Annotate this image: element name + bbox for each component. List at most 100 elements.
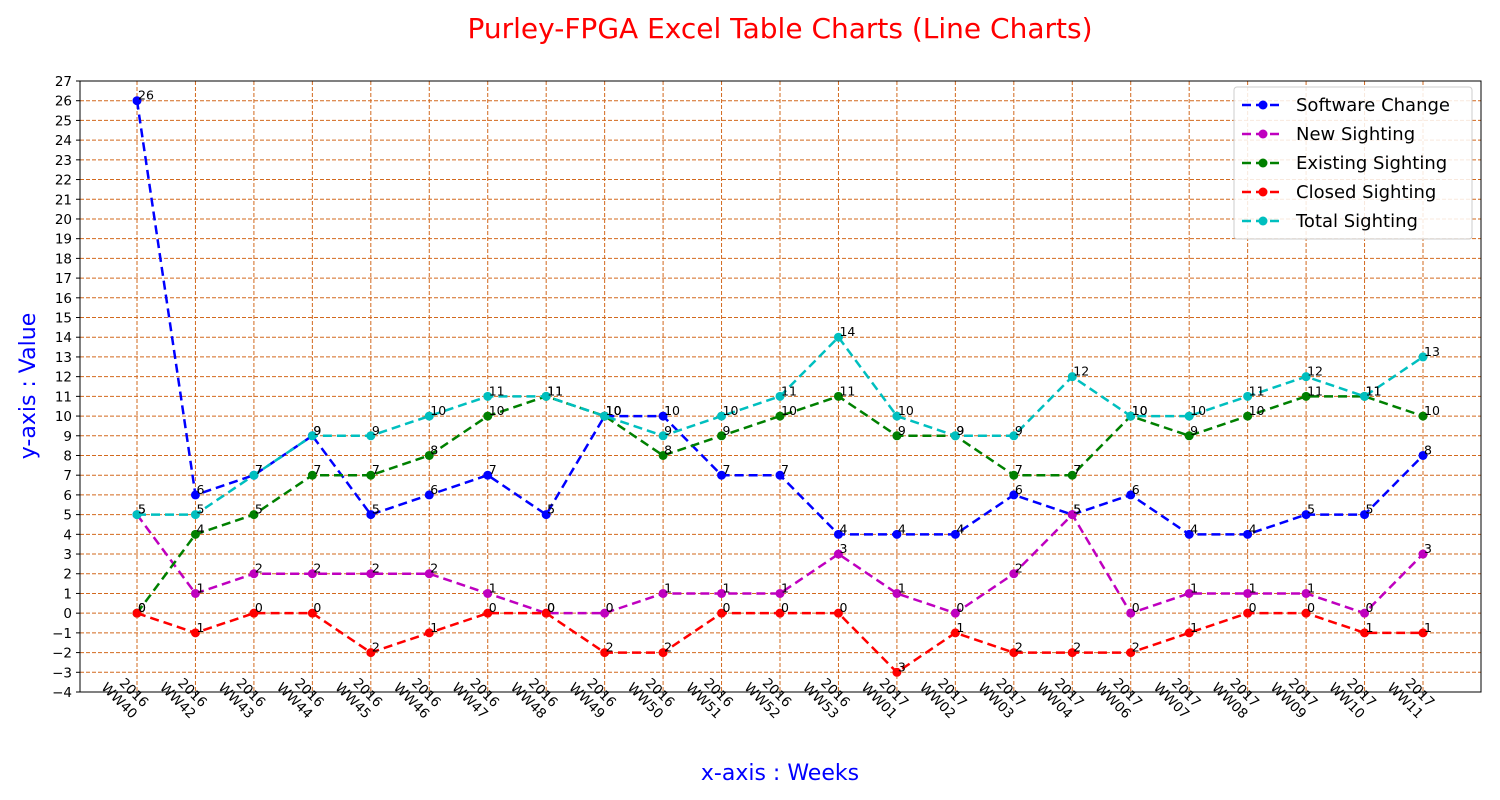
y-axis-label: y-axis : Value: [16, 313, 41, 459]
y-tick-label: 11: [55, 389, 72, 405]
x-tick-label: 2017WW06: [1092, 668, 1146, 722]
data-point-new-sighting: [190, 588, 200, 598]
data-point-total-sighting: [249, 470, 259, 480]
data-label-existing-sighting: 9: [723, 423, 731, 438]
data-point-total-sighting: [1067, 372, 1077, 382]
data-point-new-sighting: [483, 588, 493, 598]
data-label-closed-sighting: 0: [839, 600, 847, 615]
data-point-total-sighting: [366, 431, 376, 441]
y-tick-label: 22: [55, 173, 72, 189]
data-label-new-sighting: 0: [1366, 600, 1374, 615]
data-point-total-sighting: [1184, 411, 1194, 421]
data-point-existing-sighting: [833, 391, 843, 401]
data-point-total-sighting: [307, 431, 317, 441]
data-label-closed-sighting: 1: [1424, 620, 1432, 635]
data-point-closed-sighting: [1301, 608, 1311, 618]
x-axis-label: x-axis : Weeks: [701, 761, 859, 786]
data-point-total-sighting: [892, 411, 902, 421]
y-tick-label: 25: [55, 113, 72, 129]
data-label-new-sighting: 2: [1015, 561, 1023, 576]
data-point-closed-sighting: [1360, 628, 1370, 638]
data-point-closed-sighting: [950, 628, 960, 638]
x-tick-label: 2017WW04: [1033, 668, 1087, 722]
legend: Software Change New Sighting Existing Sigh…: [1233, 86, 1473, 240]
data-label-total-sighting: 11: [781, 383, 797, 398]
data-point-total-sighting: [600, 411, 610, 421]
x-tick-label: 2016WW53: [799, 668, 853, 722]
data-label-existing-sighting: 4: [196, 521, 204, 536]
data-label-closed-sighting: 1: [430, 620, 438, 635]
legend-entry-existing-sighting: Existing Sighting: [1296, 153, 1447, 174]
y-tick-label: 19: [55, 232, 72, 248]
data-label-software-change: 6: [196, 482, 204, 497]
data-point-closed-sighting: [1067, 648, 1077, 658]
data-point-existing-sighting: [366, 470, 376, 480]
data-point-software-change: [1360, 510, 1370, 520]
data-label-software-change: 6: [1015, 482, 1023, 497]
data-label-closed-sighting: 0: [138, 600, 146, 615]
data-label-new-sighting: 1: [781, 580, 789, 595]
data-label-new-sighting: 0: [606, 600, 614, 615]
data-point-total-sighting: [1301, 372, 1311, 382]
data-label-closed-sighting: 1: [1190, 620, 1198, 635]
legend-swatch-marker-total-sighting: [1258, 216, 1268, 226]
data-point-new-sighting: [1184, 588, 1194, 598]
data-label-new-sighting: 1: [664, 580, 672, 595]
data-point-new-sighting: [1301, 588, 1311, 598]
data-label-closed-sighting: 0: [781, 600, 789, 615]
data-label-closed-sighting: 1: [1366, 620, 1374, 635]
data-label-existing-sighting: 9: [1190, 423, 1198, 438]
data-point-new-sighting: [833, 549, 843, 559]
data-point-total-sighting: [424, 411, 434, 421]
data-point-new-sighting: [950, 608, 960, 618]
y-tick-label: 26: [55, 94, 72, 110]
data-label-existing-sighting: 10: [1132, 403, 1148, 418]
data-point-software-change: [950, 529, 960, 539]
data-label-new-sighting: 1: [1307, 580, 1315, 595]
data-point-closed-sighting: [717, 608, 727, 618]
data-point-new-sighting: [1067, 510, 1077, 520]
data-label-closed-sighting: 0: [255, 600, 263, 615]
data-label-total-sighting: 11: [1249, 383, 1265, 398]
legend-entry-new-sighting: New Sighting: [1296, 124, 1415, 145]
x-tick-label: 2016WW52: [741, 668, 795, 722]
x-tick-label: 2016WW42: [156, 668, 210, 722]
y-tick-label: 0: [63, 606, 72, 622]
data-label-existing-sighting: 5: [255, 502, 263, 517]
data-label-closed-sighting: 2: [372, 640, 380, 655]
data-point-software-change: [658, 411, 668, 421]
data-label-new-sighting: 0: [1132, 600, 1140, 615]
series-line-new-sighting: [135, 512, 1424, 615]
y-tick-label: 16: [55, 291, 72, 307]
data-label-software-change: 4: [839, 521, 847, 536]
data-point-software-change: [424, 490, 434, 500]
y-tick-label: 20: [55, 212, 72, 228]
data-label-software-change: 8: [1424, 442, 1432, 457]
data-label-closed-sighting: 2: [664, 640, 672, 655]
y-tick-label: 9: [63, 429, 72, 445]
x-tick-label: 2017WW10: [1325, 668, 1379, 722]
data-point-existing-sighting: [1301, 391, 1311, 401]
data-point-closed-sighting: [1009, 648, 1019, 658]
x-tick-label: 2016WW48: [507, 668, 561, 722]
data-point-existing-sighting: [1184, 431, 1194, 441]
data-point-existing-sighting: [190, 529, 200, 539]
data-point-software-change: [132, 96, 142, 106]
data-point-new-sighting: [717, 588, 727, 598]
series-closed-sighting: 0 1 0 0 2 1 0 0 2 2 0 0 0 3 1 2 2 2 1 0 0 1 1: [132, 600, 1432, 677]
data-point-new-sighting: [307, 569, 317, 579]
data-point-closed-sighting: [249, 608, 259, 618]
x-tick-label: 2017WW01: [858, 668, 912, 722]
data-label-total-sighting: 5: [196, 502, 204, 517]
data-label-software-change: 7: [489, 462, 497, 477]
data-label-existing-sighting: 7: [313, 462, 321, 477]
data-label-total-sighting: 11: [547, 383, 563, 398]
data-point-closed-sighting: [541, 608, 551, 618]
y-tick-label: 23: [55, 153, 72, 169]
data-label-closed-sighting: 1: [956, 620, 964, 635]
data-point-software-change: [833, 529, 843, 539]
x-tick-label: 2016WW46: [390, 668, 444, 722]
